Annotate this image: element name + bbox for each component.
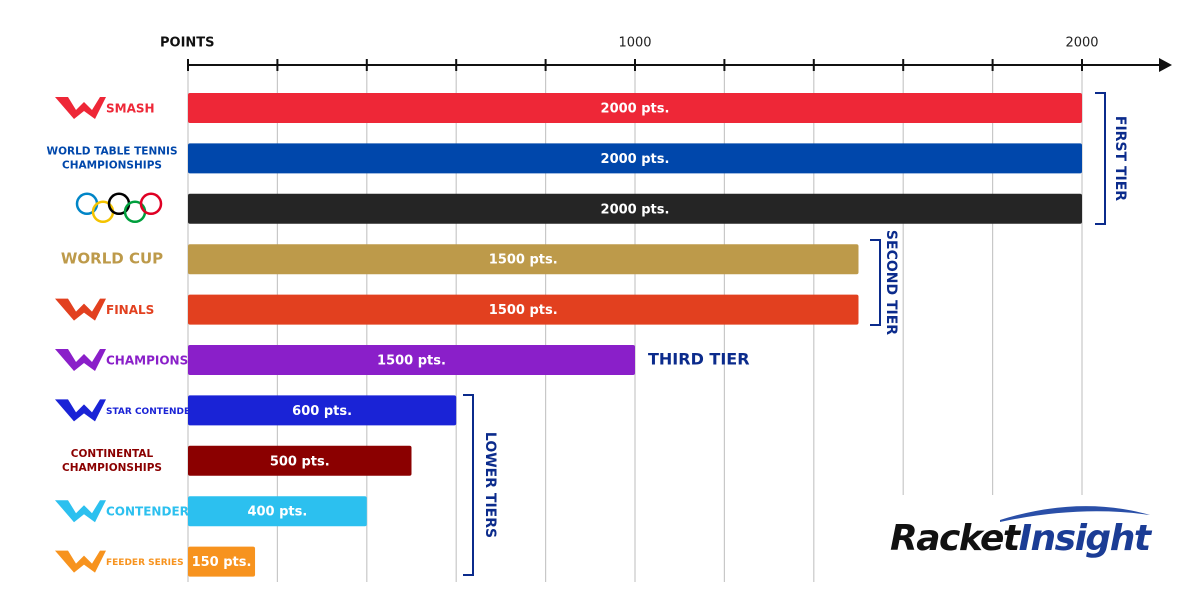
tier-bracket bbox=[1095, 92, 1106, 225]
bar-label: 2000 pts. bbox=[601, 202, 670, 217]
category-logo bbox=[55, 500, 106, 523]
axis-arrow bbox=[1159, 58, 1172, 72]
category-label: FINALS bbox=[106, 303, 154, 317]
bar bbox=[188, 345, 635, 375]
bar-label: 2000 pts. bbox=[601, 152, 670, 167]
x-axis-label: POINTS bbox=[160, 36, 215, 51]
category-label: WORLD CUP bbox=[61, 250, 163, 268]
bar-label: 2000 pts. bbox=[601, 102, 670, 117]
tier-label: THIRD TIER bbox=[648, 350, 750, 369]
tier-bracket bbox=[463, 394, 474, 576]
category-logo bbox=[55, 97, 106, 119]
bar bbox=[188, 93, 1082, 123]
category-label: SMASH bbox=[106, 102, 155, 116]
brand-part: Racket bbox=[890, 518, 1022, 559]
bar-label: 150 pts. bbox=[192, 555, 252, 570]
tier-bracket bbox=[870, 239, 881, 326]
tier-label: SECOND TIER bbox=[883, 230, 899, 335]
bar bbox=[188, 193, 1082, 224]
bar bbox=[188, 244, 859, 275]
olympic-ring bbox=[139, 192, 163, 216]
x-tick-label: 1000 bbox=[618, 36, 651, 51]
category-label-line: CHAMPIONSHIPS bbox=[62, 462, 162, 474]
category-label: CONTENDER bbox=[106, 505, 189, 519]
bar-label: 500 pts. bbox=[270, 454, 330, 469]
category-logo bbox=[55, 550, 106, 573]
brand-swoosh bbox=[1000, 506, 1150, 522]
category-label: WORLD TABLE TENNIS CHAMPIONSHIPS bbox=[46, 145, 177, 171]
bar bbox=[188, 395, 457, 426]
category-logo bbox=[55, 399, 106, 422]
category-logo bbox=[55, 298, 106, 321]
category-label: FEEDER SERIES bbox=[106, 558, 184, 568]
category-label: CHAMPIONS bbox=[106, 354, 188, 368]
category-label-line: WORLD TABLE TENNIS bbox=[46, 145, 177, 157]
category-logo bbox=[55, 349, 106, 371]
bar-label: 1500 pts. bbox=[489, 253, 558, 268]
tier-label: FIRST TIER bbox=[1112, 116, 1128, 201]
bar-label: 1500 pts. bbox=[377, 354, 446, 369]
bar bbox=[188, 496, 367, 527]
brand-part: Insight bbox=[1019, 518, 1153, 559]
category-label-line: CHAMPIONSHIPS bbox=[62, 159, 162, 171]
bar-label: 400 pts. bbox=[247, 505, 307, 520]
bar-label: 1500 pts. bbox=[489, 303, 558, 318]
bar bbox=[188, 546, 256, 577]
x-tick-label: 2000 bbox=[1065, 36, 1098, 51]
category-label: CONTINENTAL CHAMPIONSHIPS bbox=[62, 448, 162, 474]
bar-label: 600 pts. bbox=[292, 404, 352, 419]
brand: RacketInsight bbox=[890, 518, 1153, 559]
tier-label: LOWER TIERS bbox=[482, 432, 498, 538]
bar bbox=[188, 294, 859, 325]
category-label: STAR CONTENDERS bbox=[106, 407, 204, 417]
bar bbox=[188, 143, 1082, 174]
category-label-line: CONTINENTAL bbox=[71, 448, 154, 460]
bar bbox=[188, 445, 412, 476]
